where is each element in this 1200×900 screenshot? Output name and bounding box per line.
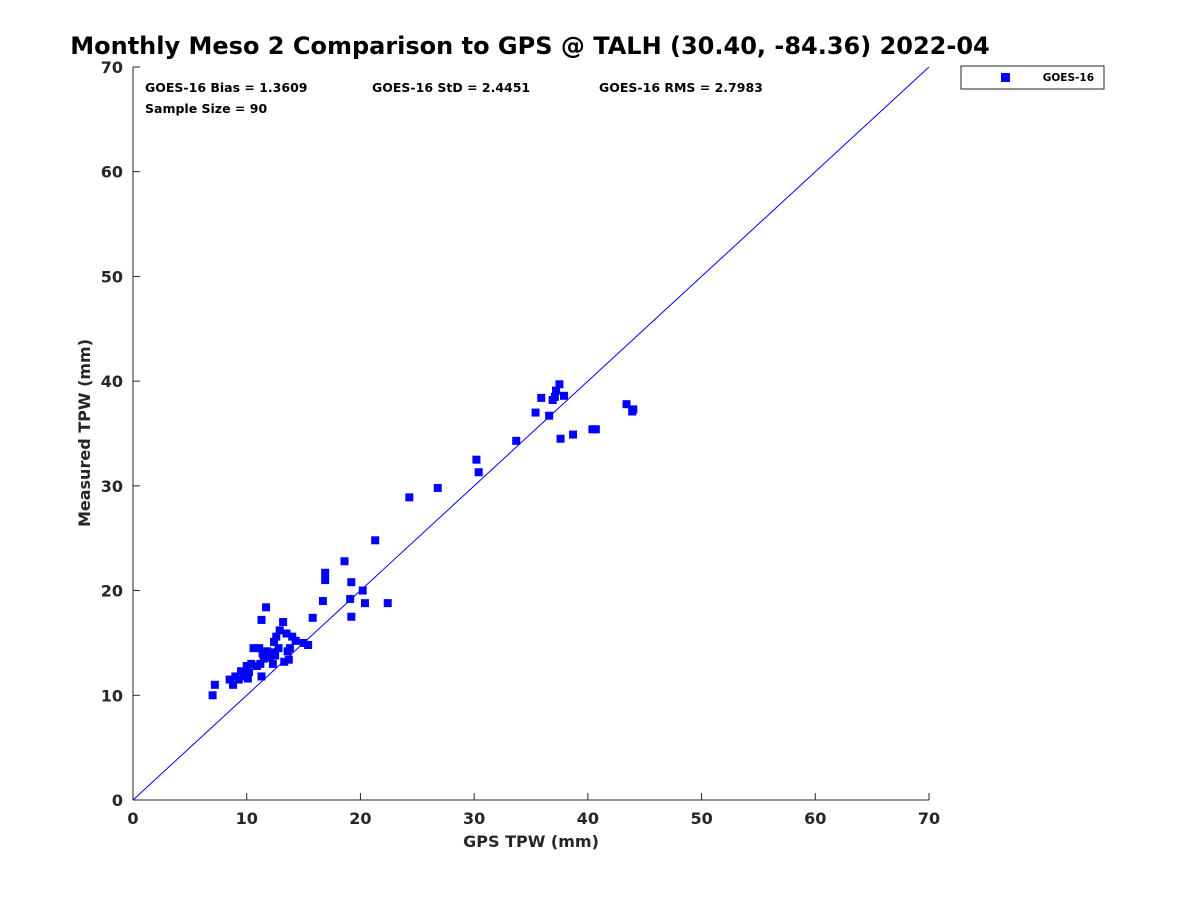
legend: GOES-16 bbox=[960, 65, 1105, 90]
x-tick-label: 40 bbox=[577, 809, 599, 828]
data-point bbox=[360, 599, 369, 608]
data-point bbox=[234, 675, 243, 684]
data-point bbox=[358, 586, 367, 595]
data-point bbox=[274, 644, 283, 653]
data-point bbox=[340, 557, 349, 566]
data-point bbox=[433, 483, 442, 492]
data-point bbox=[291, 636, 300, 645]
data-point bbox=[299, 638, 308, 647]
data-point bbox=[243, 674, 252, 683]
data-point bbox=[257, 615, 266, 624]
goes16-points bbox=[208, 380, 638, 700]
data-point bbox=[559, 391, 568, 400]
y-tick-label: 10 bbox=[101, 686, 123, 705]
y-tick-label: 20 bbox=[101, 582, 123, 601]
data-point bbox=[272, 632, 281, 641]
data-point bbox=[346, 594, 355, 603]
chart-title: Monthly Meso 2 Comparison to GPS @ TALH … bbox=[70, 32, 989, 60]
data-point bbox=[304, 641, 313, 650]
data-point bbox=[318, 597, 327, 606]
data-point bbox=[472, 455, 481, 464]
data-point bbox=[244, 668, 253, 677]
rms-annotation: GOES-16 RMS = 2.7983 bbox=[599, 80, 763, 95]
data-point bbox=[259, 654, 268, 663]
y-axis-label: Measured TPW (mm) bbox=[75, 339, 94, 527]
data-point bbox=[225, 675, 234, 684]
data-point bbox=[270, 637, 279, 646]
data-point bbox=[321, 568, 330, 577]
y-tick-label: 70 bbox=[101, 58, 123, 77]
data-point bbox=[556, 434, 565, 443]
legend-marker-square bbox=[1001, 73, 1010, 82]
y-tick-label: 30 bbox=[101, 477, 123, 496]
data-point bbox=[537, 393, 546, 402]
data-point bbox=[555, 380, 564, 389]
data-point bbox=[371, 536, 380, 545]
one-to-one-line bbox=[132, 66, 930, 801]
data-point bbox=[229, 680, 238, 689]
data-point bbox=[265, 653, 274, 662]
data-point bbox=[629, 405, 638, 414]
x-tick-label: 20 bbox=[349, 809, 371, 828]
data-point bbox=[249, 644, 258, 653]
data-point bbox=[271, 651, 280, 660]
legend-box bbox=[960, 65, 1105, 90]
data-point bbox=[268, 659, 277, 668]
data-point bbox=[531, 408, 540, 417]
data-point bbox=[256, 659, 265, 668]
y-tick-label: 60 bbox=[101, 163, 123, 182]
stats-annotations: GOES-16 Bias = 1.3609 GOES-16 StD = 2.44… bbox=[145, 80, 763, 116]
x-tick-label: 70 bbox=[918, 809, 940, 828]
data-point bbox=[347, 578, 356, 587]
x-tick-label: 0 bbox=[127, 809, 138, 828]
x-axis-ticks: 0 10 20 30 40 50 60 70 bbox=[127, 793, 940, 828]
data-point bbox=[263, 647, 272, 656]
data-point bbox=[552, 386, 561, 395]
data-point bbox=[474, 468, 483, 477]
x-tick-label: 30 bbox=[463, 809, 485, 828]
data-point bbox=[512, 436, 521, 445]
x-tick-label: 10 bbox=[236, 809, 258, 828]
data-point bbox=[383, 599, 392, 608]
data-point bbox=[550, 392, 559, 401]
y-axis-ticks: 0 10 20 30 40 50 60 70 bbox=[101, 58, 140, 810]
data-point bbox=[208, 691, 217, 700]
data-point bbox=[405, 493, 414, 502]
data-point bbox=[242, 661, 251, 670]
std-annotation: GOES-16 StD = 2.4451 bbox=[372, 80, 530, 95]
data-point bbox=[258, 649, 267, 658]
data-point bbox=[257, 672, 266, 681]
data-point bbox=[569, 430, 578, 439]
data-point bbox=[275, 626, 284, 635]
bias-annotation: GOES-16 Bias = 1.3609 bbox=[145, 80, 307, 95]
data-point bbox=[288, 632, 297, 641]
y-tick-label: 40 bbox=[101, 372, 123, 391]
data-point bbox=[622, 400, 631, 409]
x-axis-label: GPS TPW (mm) bbox=[463, 832, 599, 851]
data-point bbox=[262, 603, 271, 612]
y-tick-label: 50 bbox=[101, 267, 123, 286]
data-point bbox=[545, 411, 554, 420]
data-point bbox=[279, 617, 288, 626]
data-point bbox=[321, 576, 330, 585]
plot-area: 0 10 20 30 40 50 60 70 0 10 20 30 40 50 60 70 bbox=[101, 58, 940, 828]
data-point bbox=[285, 644, 294, 653]
y-tick-label: 0 bbox=[112, 791, 123, 810]
data-point bbox=[237, 667, 246, 676]
data-point bbox=[247, 659, 256, 668]
data-point bbox=[308, 613, 317, 622]
x-tick-label: 60 bbox=[804, 809, 826, 828]
x-tick-label: 50 bbox=[690, 809, 712, 828]
data-point bbox=[210, 680, 219, 689]
data-point bbox=[280, 657, 289, 666]
data-point bbox=[282, 629, 291, 638]
data-point bbox=[284, 655, 293, 664]
legend-label-goes16: GOES-16 bbox=[1043, 72, 1094, 84]
data-point bbox=[347, 612, 356, 621]
data-point bbox=[255, 644, 264, 653]
data-point bbox=[591, 425, 600, 434]
sample-size-annotation: Sample Size = 90 bbox=[145, 101, 267, 116]
